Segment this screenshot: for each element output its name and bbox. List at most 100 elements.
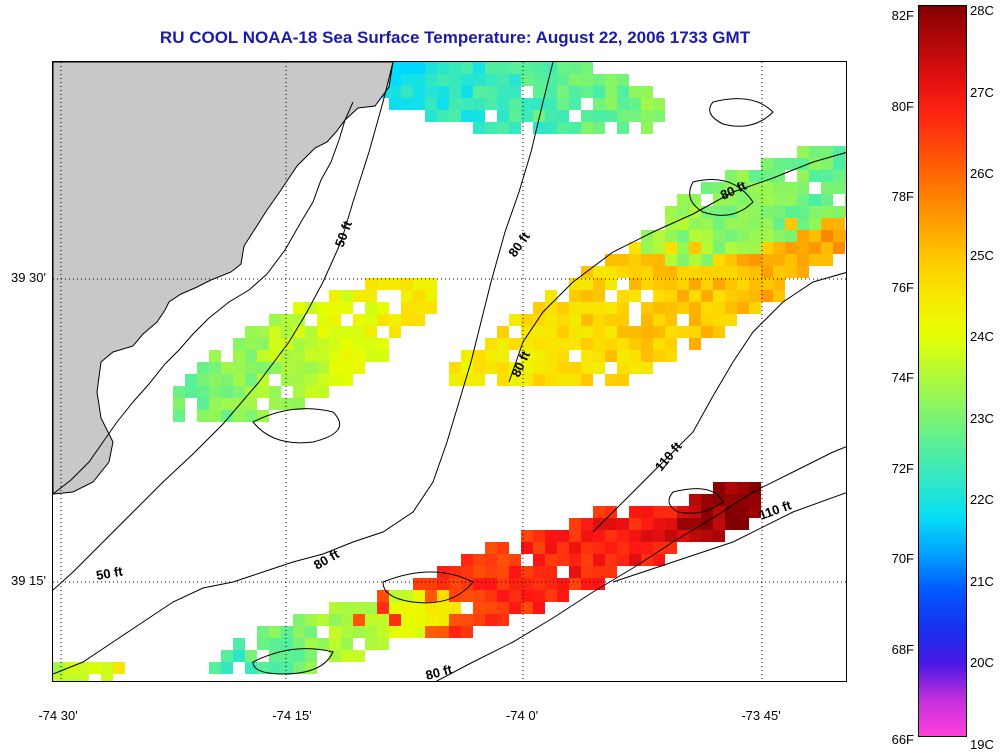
- sst-pixel: [545, 578, 557, 590]
- sst-pixel: [521, 566, 533, 578]
- sst-pixel: [329, 338, 341, 350]
- contour-label-50ft-north: 50 ft: [332, 218, 355, 249]
- sst-pixel: [593, 302, 605, 314]
- colorbar-label-c: 25C: [970, 247, 994, 263]
- sst-pixel: [737, 242, 749, 254]
- sst-pixel: [401, 626, 413, 638]
- sst-pixel: [569, 62, 581, 74]
- sst-pixel: [449, 374, 461, 386]
- sst-pixel: [425, 98, 437, 110]
- sst-pixel: [653, 326, 665, 338]
- sst-pixel: [461, 626, 473, 638]
- sst-pixel: [761, 230, 773, 242]
- sst-pixel: [761, 182, 773, 194]
- sst-pixel: [689, 302, 701, 314]
- sst-pixel: [89, 662, 101, 674]
- sst-pixel: [185, 386, 197, 398]
- sst-pixel: [245, 350, 257, 362]
- sst-pixel: [317, 350, 329, 362]
- sst-pixel: [629, 278, 641, 290]
- sst-pixel: [209, 350, 221, 362]
- sst-pixel: [425, 86, 437, 98]
- sst-pixel: [461, 74, 473, 86]
- sst-pixel: [449, 86, 461, 98]
- sst-pixel: [257, 338, 269, 350]
- sst-pixel: [569, 578, 581, 590]
- sst-pixel: [401, 74, 413, 86]
- sst-pixel: [461, 554, 473, 566]
- sst-pixel: [845, 230, 846, 242]
- sst-pixel: [473, 554, 485, 566]
- sst-pixel: [617, 290, 629, 302]
- colorbar-label-c: 24C: [970, 329, 994, 345]
- sst-pixel: [497, 122, 509, 134]
- sst-pixel: [797, 230, 809, 242]
- sst-pixel: [473, 374, 485, 386]
- sst-pixel: [725, 230, 737, 242]
- sst-pixel: [581, 326, 593, 338]
- sst-pixel: [545, 110, 557, 122]
- sst-pixel: [425, 626, 437, 638]
- sst-pixel: [557, 542, 569, 554]
- sst-pixel: [581, 530, 593, 542]
- sst-pixel: [581, 338, 593, 350]
- sst-pixel: [509, 578, 521, 590]
- sst-pixel: [413, 302, 425, 314]
- sst-pixel: [641, 254, 653, 266]
- sst-pixel: [401, 62, 413, 74]
- sst-pixel: [449, 62, 461, 74]
- sst-pixel: [461, 362, 473, 374]
- sst-pixel: [665, 254, 677, 266]
- contour-label-110ft-2: 110 ft: [757, 497, 794, 523]
- sst-pixel: [437, 578, 449, 590]
- sst-pixel: [617, 518, 629, 530]
- shoal-6: [252, 648, 334, 675]
- sst-pixel: [737, 194, 749, 206]
- sst-pixel: [101, 662, 113, 674]
- sst-pixel: [449, 626, 461, 638]
- sst-pixel: [497, 338, 509, 350]
- sst-pixel: [809, 146, 821, 158]
- sst-pixel: [557, 98, 569, 110]
- sst-pixel: [773, 266, 785, 278]
- sst-pixel: [101, 674, 113, 681]
- sst-pixel: [845, 170, 846, 182]
- sst-pixel: [317, 362, 329, 374]
- colorbar-label-f: 72F: [891, 460, 914, 476]
- sst-pixel: [689, 206, 701, 218]
- sst-pixel: [257, 374, 269, 386]
- sst-pixel: [341, 290, 353, 302]
- sst-pixel: [773, 158, 785, 170]
- sst-pixel: [701, 302, 713, 314]
- sst-pixel: [509, 122, 521, 134]
- sst-pixel: [605, 110, 617, 122]
- sst-pixel: [485, 338, 497, 350]
- sst-pixel: [329, 314, 341, 326]
- sst-pixel: [581, 62, 593, 74]
- sst-pixel: [353, 650, 365, 662]
- sst-pixel: [545, 566, 557, 578]
- sst-pixel: [341, 326, 353, 338]
- sst-pixel: [305, 638, 317, 650]
- sst-pixel-layer: [53, 62, 846, 681]
- sst-pixel: [593, 266, 605, 278]
- colorbar-label-f: 70F: [891, 551, 914, 566]
- sst-pixel: [365, 302, 377, 314]
- sst-pixel: [581, 362, 593, 374]
- sst-pixel: [497, 614, 509, 626]
- sst-pixel: [377, 278, 389, 290]
- sst-pixel: [665, 290, 677, 302]
- sst-pixel: [401, 290, 413, 302]
- sst-pixel: [233, 338, 245, 350]
- sst-pixel: [665, 242, 677, 254]
- sst-pixel: [437, 86, 449, 98]
- sst-pixel: [305, 338, 317, 350]
- sst-pixel: [53, 674, 65, 681]
- sst-pixel: [617, 338, 629, 350]
- sst-pixel: [845, 146, 846, 158]
- sst-pixel: [281, 398, 293, 410]
- sst-pixel: [569, 98, 581, 110]
- sst-pixel: [629, 86, 641, 98]
- sst-pixel: [449, 602, 461, 614]
- sst-pixel: [329, 362, 341, 374]
